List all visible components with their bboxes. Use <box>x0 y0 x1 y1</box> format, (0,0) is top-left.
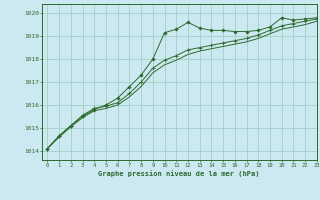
X-axis label: Graphe pression niveau de la mer (hPa): Graphe pression niveau de la mer (hPa) <box>99 170 260 177</box>
